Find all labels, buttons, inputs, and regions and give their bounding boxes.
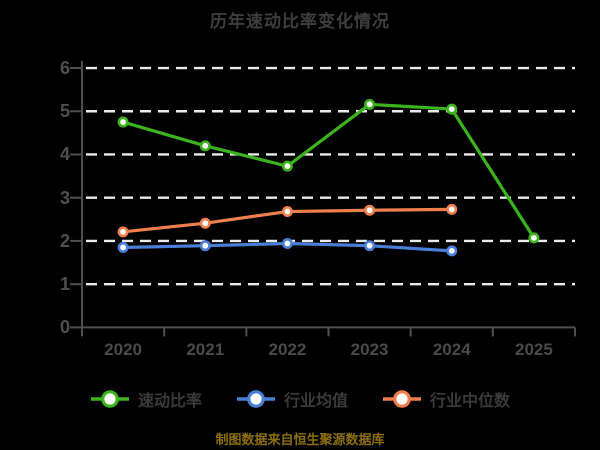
y-tick-label: 2 bbox=[59, 230, 70, 251]
y-tick-label: 3 bbox=[59, 187, 70, 208]
x-tick-label: 2024 bbox=[432, 340, 471, 359]
x-tick-label: 2021 bbox=[186, 340, 225, 359]
chart-title: 历年速动比率变化情况 bbox=[210, 12, 390, 31]
legend-item-quick-ratio[interactable]: 速动比率 bbox=[90, 387, 202, 411]
axes bbox=[70, 61, 576, 337]
data-point-industry-avg bbox=[364, 240, 376, 252]
gridlines bbox=[86, 66, 575, 286]
series-industry-avg bbox=[117, 238, 458, 257]
y-tick-label: 6 bbox=[59, 58, 70, 79]
series-line-quick-ratio bbox=[122, 102, 536, 239]
x-tick-label: 2022 bbox=[268, 340, 307, 359]
data-point-industry-median bbox=[364, 204, 376, 216]
source-caption: 制图数据来自恒生聚源数据库 bbox=[215, 432, 385, 447]
data-point-industry-avg bbox=[281, 238, 293, 250]
data-point-quick-ratio bbox=[446, 103, 458, 115]
y-tick-label: 4 bbox=[59, 144, 70, 165]
data-point-industry-median bbox=[446, 203, 458, 215]
data-point-quick-ratio bbox=[281, 160, 293, 172]
data-point-quick-ratio bbox=[528, 232, 540, 244]
data-point-industry-median bbox=[117, 226, 129, 238]
y-tick-label: 0 bbox=[59, 317, 70, 338]
legend-marker-icon bbox=[236, 390, 275, 408]
y-tick-label: 1 bbox=[59, 274, 70, 295]
legend-item-label: 行业中位数 bbox=[430, 393, 511, 410]
data-point-industry-avg bbox=[117, 241, 129, 253]
data-point-industry-avg bbox=[199, 240, 211, 252]
legend-item-label: 行业均值 bbox=[283, 393, 348, 410]
data-point-quick-ratio bbox=[199, 140, 211, 152]
legend-circle bbox=[247, 390, 265, 408]
legend-item-industry-avg[interactable]: 行业均值 bbox=[236, 387, 348, 411]
data-point-quick-ratio bbox=[117, 116, 129, 128]
legend-marker-icon bbox=[90, 390, 129, 408]
x-tick-label: 2025 bbox=[514, 340, 553, 359]
data-point-quick-ratio bbox=[364, 98, 376, 110]
legend-circle bbox=[101, 390, 119, 408]
x-tick-label: 2020 bbox=[104, 340, 142, 359]
legend-item-label: 速动比率 bbox=[137, 393, 202, 410]
x-tick-label: 2023 bbox=[350, 340, 389, 359]
legend-item-industry-median[interactable]: 行业中位数 bbox=[382, 387, 510, 411]
data-point-industry-avg bbox=[446, 245, 458, 257]
series-industry-median bbox=[117, 203, 458, 238]
y-tick-label: 5 bbox=[59, 101, 70, 122]
series-quick-ratio bbox=[117, 98, 540, 244]
legend-marker-icon bbox=[383, 390, 421, 408]
data-point-industry-median bbox=[199, 217, 211, 229]
legend: 速动比率 行业均值 行业中位数 bbox=[0, 386, 600, 412]
data-point-industry-median bbox=[281, 206, 293, 218]
legend-circle bbox=[393, 390, 411, 408]
